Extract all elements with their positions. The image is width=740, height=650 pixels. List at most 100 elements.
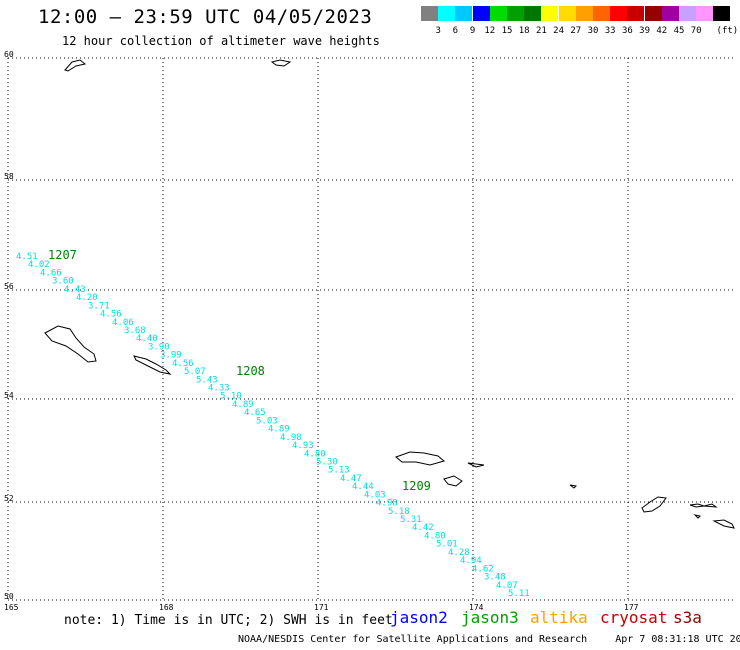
coastline: [64, 59, 87, 72]
scale-label: 36: [621, 26, 633, 36]
credit-text: NOAA/NESDIS Center for Satellite Applica…: [238, 634, 588, 645]
wave-height-label: 5.13: [328, 466, 350, 476]
coastline: [569, 484, 578, 489]
wave-height-label: 5.31: [400, 515, 422, 525]
scale-swatch: [575, 6, 593, 21]
scale-swatch: [507, 6, 524, 21]
wave-height-label: 4.02: [28, 260, 50, 270]
coastline: [712, 519, 735, 529]
wave-height-label: 5.30: [316, 458, 338, 468]
wave-height-label: 4.47: [340, 474, 362, 484]
wave-height-label: 4.80: [304, 449, 326, 459]
scale-unit: (ft): [716, 26, 739, 36]
scale-swatch: [472, 6, 490, 21]
scale-label: 3: [435, 26, 441, 36]
lon-tick-label: 168: [159, 603, 174, 612]
scale-swatch: [644, 6, 662, 21]
scale-label: 12: [484, 26, 496, 36]
lat-tick-label: 52: [4, 494, 14, 503]
scale-swatch: [524, 6, 542, 21]
wave-height-label: 4.28: [448, 548, 470, 558]
wave-height-label: 4.94: [460, 556, 482, 566]
credit-line: NOAA/NESDIS Center for Satellite Applica…: [238, 634, 740, 645]
scale-swatch: [438, 6, 456, 21]
scale-label: 30: [587, 26, 599, 36]
wave-height-label: 4.33: [208, 384, 230, 394]
wave-height-label: 4.89: [268, 425, 290, 435]
scale-swatch: [627, 6, 645, 21]
lat-tick-label: 56: [4, 282, 14, 291]
legend-jason2: jason2: [390, 608, 448, 627]
wave-height-label: 3.71: [88, 301, 110, 311]
scale-swatch: [696, 6, 714, 21]
scale-swatch: [421, 6, 438, 21]
wave-height-label: 4.80: [424, 532, 446, 542]
pass-label: 1207: [48, 248, 77, 262]
legend-s3a: s3a: [673, 608, 702, 627]
scale-label: 39: [639, 26, 651, 36]
scale-label: 24: [553, 26, 565, 36]
scale-swatch: [679, 6, 696, 21]
scale-swatch: [541, 6, 559, 21]
footer-note: note: 1) Time is in UTC; 2) SWH is in fe…: [64, 613, 393, 628]
wave-height-label: 5.43: [196, 375, 218, 385]
scale-label: 18: [518, 26, 530, 36]
coastline: [443, 475, 463, 487]
scale-label: 15: [501, 26, 513, 36]
wave-height-label: 5.18: [388, 507, 410, 517]
scale-swatch: [610, 6, 628, 21]
wave-height-label: 4.65: [244, 408, 266, 418]
coastline: [641, 496, 667, 513]
wave-height-label: 4.51: [16, 252, 38, 262]
wave-height-label: 3.99: [160, 351, 182, 361]
wave-height-label: 4.98: [376, 499, 398, 509]
wave-height-label: 4.07: [496, 581, 518, 591]
wave-height-label: 4.20: [76, 293, 98, 303]
wave-height-label: 3.60: [52, 277, 74, 287]
scale-label: 33: [604, 26, 616, 36]
legend-altika: altika: [530, 608, 588, 627]
lat-tick-label: 50: [4, 592, 14, 601]
coastline: [703, 503, 718, 508]
pass-label: 1209: [402, 479, 431, 493]
wave-height-label: 4.03: [364, 490, 386, 500]
scale-swatch: [455, 6, 473, 21]
lon-tick-label: 165: [4, 603, 19, 612]
wave-height-label: 5.11: [508, 589, 530, 599]
scale-label: 70: [690, 26, 702, 36]
scale-swatch: [558, 6, 576, 21]
wave-height-label: 3.48: [484, 573, 506, 583]
lon-tick-label: 171: [314, 603, 329, 612]
coastline: [44, 325, 97, 363]
scale-label: 21: [535, 26, 547, 36]
page-title: 12:00 – 23:59 UTC 04/05/2023: [38, 6, 373, 28]
coastline: [689, 503, 705, 508]
legend-cryosat: cryosat: [600, 608, 668, 627]
legend-jason3: jason3: [461, 608, 519, 627]
coastline: [395, 451, 446, 466]
wave-height-label: 5.01: [436, 540, 458, 550]
wave-height-label: 4.98: [280, 433, 302, 443]
lon-tick-label: 177: [624, 603, 639, 612]
scale-swatch: [661, 6, 679, 21]
scale-label: 6: [452, 26, 459, 36]
wave-height-label: 5.10: [220, 392, 242, 402]
lon-tick-label: 174: [469, 603, 484, 612]
pass-label: 1208: [236, 364, 265, 378]
wave-height-label: 4.56: [172, 359, 194, 369]
wave-height-label: 4.40: [136, 334, 158, 344]
scale-label: 27: [570, 26, 582, 36]
coastline: [270, 59, 292, 67]
scale-swatch: [713, 6, 731, 21]
lat-tick-label: 58: [4, 172, 14, 181]
scale-label: 42: [656, 26, 668, 36]
wave-height-label: 5.03: [256, 416, 278, 426]
scale-label: 9: [469, 26, 476, 36]
wave-height-label: 4.89: [232, 400, 254, 410]
wave-height-label: 4.06: [112, 318, 134, 328]
page-subtitle: 12 hour collection of altimeter wave hei…: [62, 34, 380, 48]
scale-label: 45: [673, 26, 685, 36]
wave-height-label: 4.62: [472, 564, 494, 574]
coastline: [467, 462, 485, 468]
